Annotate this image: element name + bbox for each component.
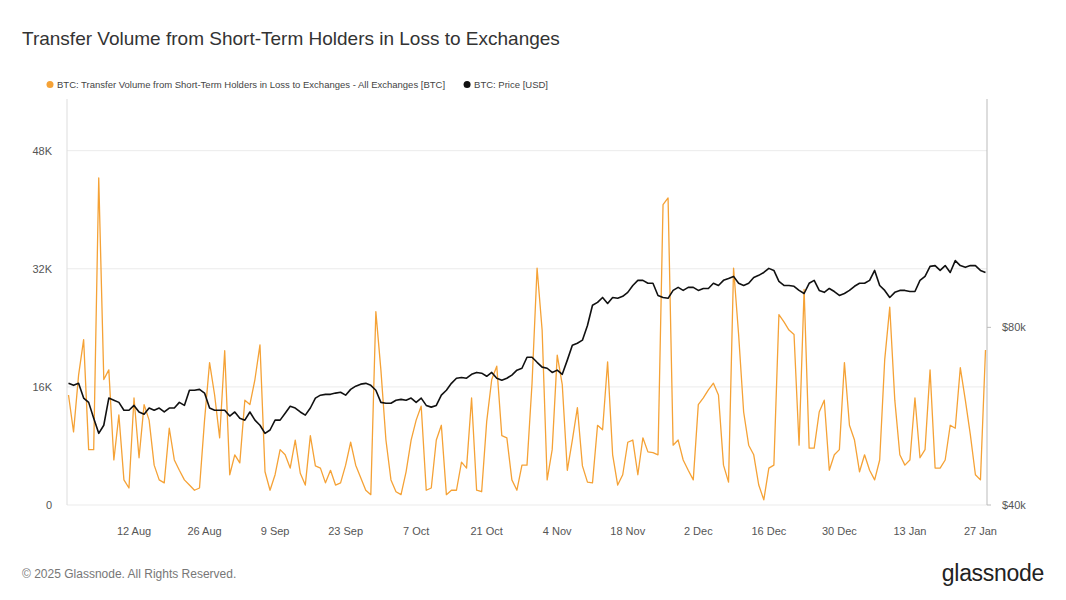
grid-line (67, 505, 987, 506)
y2-tick-mark (987, 327, 991, 328)
y-axis-line (67, 99, 68, 505)
legend-label: BTC: Price [USD] (474, 79, 548, 90)
y2-tick-mark (987, 505, 991, 506)
legend-marker (47, 81, 54, 88)
price-line (69, 261, 986, 434)
grid-line (67, 386, 987, 387)
y-tick-label: 0 (46, 499, 52, 511)
y2-tick-label: $40k (1002, 499, 1026, 511)
x-tick-label: 12 Aug (117, 525, 151, 537)
x-tick-label: 23 Sep (328, 525, 363, 537)
title: Transfer Volume from Short-Term Holders … (22, 28, 560, 49)
x-tick-label: 30 Dec (822, 525, 857, 537)
x-tick-label: 16 Dec (751, 525, 786, 537)
x-tick-label: 2 Dec (684, 525, 713, 537)
legend-marker (464, 81, 471, 88)
y2-tick-label: $80k (1002, 321, 1026, 333)
logo: glassnode (942, 560, 1044, 586)
volume-line (69, 178, 986, 500)
legend-label: BTC: Transfer Volume from Short-Term Hol… (57, 79, 445, 90)
x-tick-label: 21 Oct (470, 525, 502, 537)
x-tick-label: 7 Oct (403, 525, 429, 537)
x-tick-label: 27 Jan (964, 525, 997, 537)
y-tick-label: 32K (32, 263, 52, 275)
grid-line (67, 268, 987, 269)
y-tick-label: 48K (32, 145, 52, 157)
x-tick-label: 26 Aug (187, 525, 221, 537)
x-tick-label: 18 Nov (610, 525, 645, 537)
x-tick-label: 9 Sep (261, 525, 290, 537)
copyright: © 2025 Glassnode. All Rights Reserved. (22, 567, 236, 581)
x-tick-label: 4 Nov (543, 525, 572, 537)
y2-axis-line (987, 99, 988, 505)
chart: Transfer Volume from Short-Term Holders … (0, 0, 1066, 600)
plot-area (69, 178, 986, 500)
x-tick-label: 13 Jan (893, 525, 926, 537)
grid-line (67, 150, 987, 151)
y-tick-label: 16K (32, 381, 52, 393)
